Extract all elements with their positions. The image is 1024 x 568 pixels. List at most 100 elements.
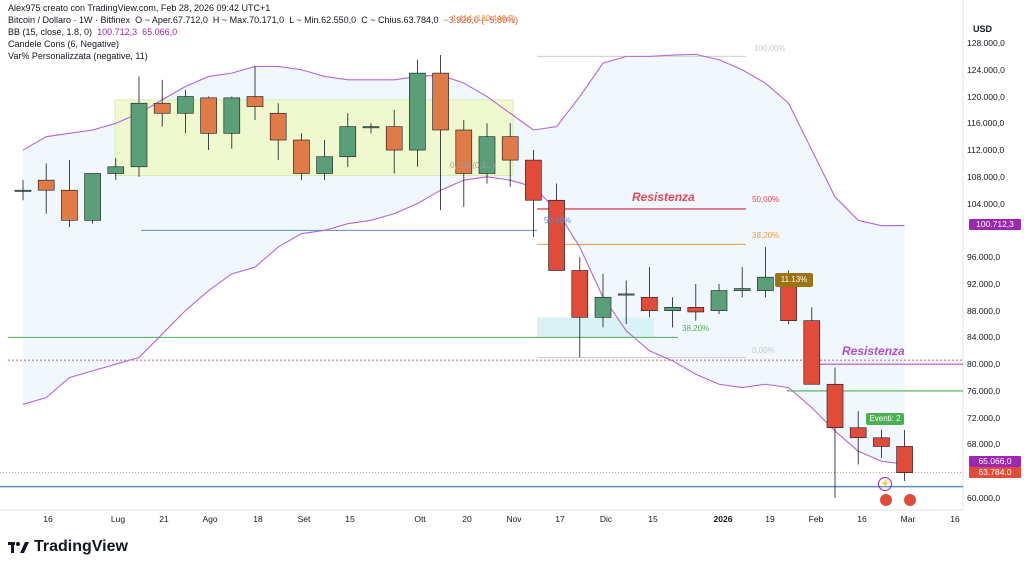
candle-body [37,179,55,191]
bb-upper-price-label: 100.712,3 [969,219,1021,230]
byline: Alex975 creato con TradingView.com, Feb … [8,3,271,13]
candle-body [223,97,241,134]
tradingview-logo: TradingView [8,538,128,556]
candle-body [339,126,357,158]
symbol-name: Bitcoin / Dollaro · 1W · Bitfinex [8,15,131,25]
us-flag-event-icon[interactable] [879,493,893,507]
ohlc-close: C ~ Chius.63.784,0 [361,15,439,25]
price-tick-label: 84.000,0 [967,332,1001,343]
candle-body [710,290,728,311]
lightning-event-icon[interactable]: ⚡ [878,477,892,491]
time-tick-label: Feb [808,514,824,524]
candle-body [316,156,333,174]
events-tag[interactable]: Eventi: 2 [866,413,904,425]
time-tick-label: Lug [110,514,126,524]
candle-body [200,97,217,134]
fib-100-label: 100,00% [754,44,786,53]
price-tick-label: 124.000,0 [967,64,1005,75]
time-tick-label: Set [297,514,311,524]
fib-50-label: 50,00% [752,195,780,204]
time-tick-label: Ago [202,514,218,524]
candle-body [594,296,612,318]
time-tick-label: Mar [900,514,916,524]
price-tick-label: 68.000,0 [967,439,1001,450]
candle-body [385,126,403,151]
support-zone-box [537,317,654,338]
time-tick-label: 16 [43,514,53,524]
candle-body [362,126,380,129]
brand-name: TradingView [34,538,128,555]
price-tick-label: 96.000,0 [967,252,1001,263]
time-tick-label: 19 [765,514,775,524]
price-tick-label: 116.000,0 [967,118,1005,129]
candle-body [571,270,589,318]
mid-38-label: 38,20% [682,324,710,333]
time-tick-label: 18 [253,514,263,524]
candle-body [687,307,705,313]
candle-body [525,159,542,201]
top-fib-label: 1,414 (130.446,7) [452,14,516,23]
fib-0-label: 0,00% [752,346,775,355]
candle-body [432,72,449,131]
bb-upper-value: 100.712,3 [97,27,138,37]
range-box-text: 0,108 (0,1...) [450,161,496,170]
time-tick-label: Dic [599,514,613,524]
bb-lower-price-label: 65.066,0 [969,456,1021,467]
bollinger-upper-line [22,53,905,227]
candle-body [733,288,751,291]
time-tick-label: 17 [555,514,565,524]
candle-body [84,173,101,221]
candle-body [14,189,32,192]
price-change: −3.926,0 (−5,80%) [443,15,519,25]
candle-body [896,446,913,473]
candle-body [873,437,890,447]
candle-body [617,293,635,296]
candle-body [641,296,658,311]
time-tick-label: 15 [345,514,355,524]
bb-lower-value: 65.066,0 [142,27,178,37]
candle-body [826,383,844,429]
candle-body [130,102,148,168]
candle-body [246,96,264,107]
bb-label: BB (15, close, 1.8, 0) [8,27,93,37]
price-tick-label: 80.000,0 [967,359,1001,370]
time-tick-label: 16 [857,514,867,524]
tradingview-logo-icon [8,542,29,553]
candle-body [478,136,496,174]
last-price-label: 63.784,0 [969,467,1021,478]
var-pct-indicator: Var% Personalizzata (negative, 11) [8,51,148,61]
time-tick-label: 16 [950,514,960,524]
time-tick-label: 15 [648,514,658,524]
candle-body [548,199,565,271]
candle-body [293,139,310,174]
resistance-label-low: Resistenza [842,344,905,358]
resistance-label-top: Resistenza [632,190,695,204]
candle-body [61,189,78,221]
time-tick-label: 20 [462,514,472,524]
price-tick-label: 120.000,0 [967,91,1005,102]
us-flag-event-icon-2[interactable] [903,493,917,507]
candle-body [757,276,774,291]
price-tick-label: 76.000,0 [967,385,1001,396]
candle-body [153,102,171,114]
left-50-label: 50,00% [544,216,572,225]
bb-indicator-line: BB (15, close, 1.8, 0) 100.712,3 65.066,… [8,27,177,37]
candle-body [107,166,125,174]
price-tick-label: 88.000,0 [967,305,1001,316]
symbol-ohlc-line: Bitcoin / Dollaro · 1W · Bitfinex O ~ Ap… [8,15,518,25]
candle-body [501,136,519,161]
candle-body [849,427,867,439]
candle-count-indicator: Candele Cons (6, Negative) [8,39,120,49]
price-tick-label: 60.000,0 [967,493,1001,503]
percent-change-tag: 11.13% [775,273,813,287]
price-tick-label: 72.000,0 [967,412,1001,423]
ohlc-low: L ~ Min.62.550,0 [289,15,357,25]
candle-body [803,320,821,385]
candle-body [409,72,426,151]
time-tick-label: 21 [159,514,169,524]
price-tick-label: 112.000,0 [967,145,1005,156]
candle-body [455,129,473,174]
time-tick-label: 2026 [713,514,733,524]
time-tick-label: Ott [414,514,426,524]
